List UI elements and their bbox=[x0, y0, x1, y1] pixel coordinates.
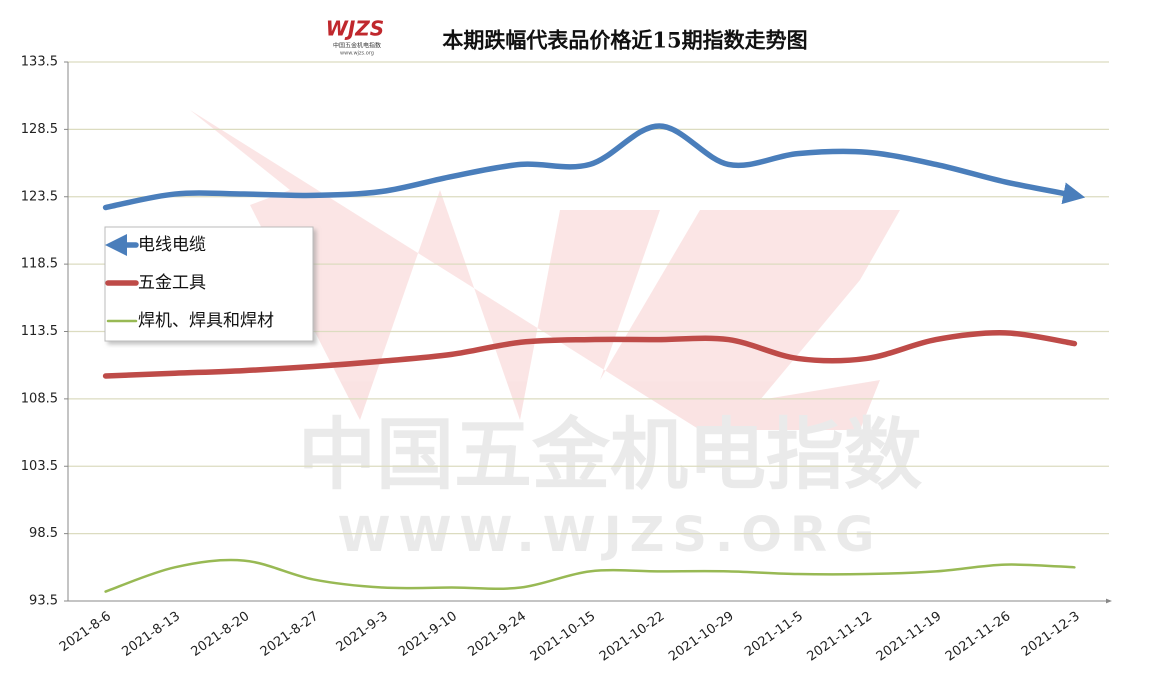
watermark-text: 中国五金机电指数 bbox=[298, 410, 922, 500]
x-tick-label: 2021-9-3 bbox=[334, 609, 391, 655]
logo-url: www.wjzs.org bbox=[340, 51, 374, 57]
logo-subtitle: 中国五金机电指数 bbox=[333, 42, 381, 50]
legend-box bbox=[104, 226, 314, 342]
y-tick-label: 103.5 bbox=[21, 459, 58, 474]
watermark-url: WWW.WJZS.ORG bbox=[338, 507, 883, 563]
y-tick-label: 98.5 bbox=[29, 526, 58, 541]
legend-label: 五金工具 bbox=[138, 273, 206, 293]
legend-label: 焊机、焊具和焊材 bbox=[138, 311, 274, 331]
x-tick-label: 2021-9-10 bbox=[396, 609, 460, 660]
x-tick-label: 2021-10-22 bbox=[597, 609, 668, 665]
logo: WJZS 中国五金机电指数 www.wjzs.org bbox=[326, 17, 384, 57]
watermark: 中国五金机电指数 WWW.WJZS.ORG bbox=[190, 110, 922, 563]
y-tick-label: 123.5 bbox=[21, 189, 58, 204]
x-tick-label: 2021-12-3 bbox=[1019, 609, 1083, 660]
y-tick-label: 128.5 bbox=[21, 122, 58, 137]
series-line bbox=[102, 123, 1086, 211]
y-tick-label: 108.5 bbox=[21, 391, 58, 406]
x-tick-label: 2021-11-19 bbox=[874, 609, 945, 665]
y-tick-label: 113.5 bbox=[21, 324, 58, 339]
x-tick-label: 2021-10-29 bbox=[666, 609, 737, 665]
x-tick-label: 2021-11-26 bbox=[943, 609, 1014, 665]
series-line bbox=[102, 330, 1078, 379]
x-tick-label: 2021-8-20 bbox=[189, 609, 253, 660]
x-tick-label: 2021-8-13 bbox=[119, 609, 183, 660]
x-tick-label: 2021-9-24 bbox=[465, 609, 529, 660]
y-tick-label: 133.5 bbox=[21, 55, 58, 70]
series-line bbox=[104, 558, 1076, 593]
logo-text: WJZS bbox=[326, 17, 384, 41]
y-tick-label: 118.5 bbox=[21, 257, 58, 272]
legend-label: 电线电缆 bbox=[138, 235, 206, 255]
y-tick-label: 93.5 bbox=[29, 594, 58, 609]
x-tick-label: 2021-8-27 bbox=[258, 609, 322, 660]
x-tick-label: 2021-10-15 bbox=[528, 609, 599, 665]
chart-title: 本期跌幅代表品价格近15期指数走势图 bbox=[442, 28, 807, 53]
x-tick-label: 2021-8-6 bbox=[57, 609, 114, 655]
x-tick-label: 2021-11-12 bbox=[805, 609, 876, 665]
x-tick-label: 2021-11-5 bbox=[742, 609, 806, 660]
